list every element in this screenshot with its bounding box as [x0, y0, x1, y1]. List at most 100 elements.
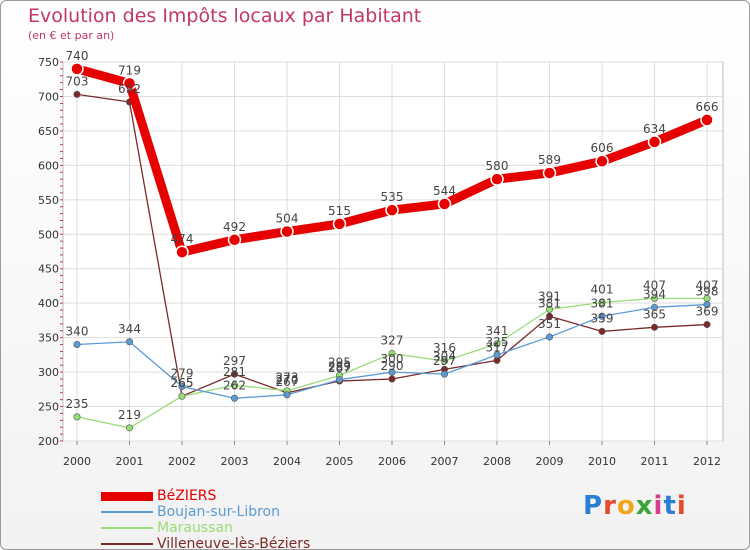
x-tick-label: 2009	[536, 455, 564, 468]
data-point	[385, 203, 399, 217]
x-tick-label: 2005	[326, 455, 354, 468]
series-layer	[70, 62, 714, 432]
data-label: 391	[538, 289, 561, 303]
data-label: 297	[223, 354, 246, 368]
data-label: 398	[696, 285, 719, 299]
data-point	[231, 381, 239, 389]
data-point	[598, 312, 606, 320]
data-point	[388, 375, 396, 383]
x-tick-label: 2012	[693, 455, 721, 468]
y-tick-label: 200	[38, 435, 59, 448]
data-point	[332, 217, 347, 231]
data-label: 407	[696, 278, 719, 292]
data-point	[231, 394, 239, 402]
y-tick-label: 750	[38, 56, 59, 69]
data-point	[122, 76, 137, 91]
data-point	[335, 376, 343, 384]
y-tick-label: 500	[38, 228, 59, 241]
grid-lines	[63, 61, 723, 442]
chart-title: Evolution des Impôts locaux par Habitant	[28, 5, 422, 27]
data-label: 394	[643, 287, 666, 301]
data-point	[703, 301, 711, 309]
logo-letter: i	[676, 491, 687, 521]
data-point	[178, 392, 186, 400]
data-point	[73, 341, 81, 349]
data-point	[126, 338, 134, 346]
data-point	[227, 233, 242, 247]
data-label: 287	[328, 361, 351, 375]
data-label: 401	[591, 282, 614, 296]
data-point	[126, 424, 134, 432]
data-point	[490, 172, 504, 186]
logo-letter: i	[653, 491, 664, 521]
logo-letter: P	[583, 491, 604, 521]
data-label: 535	[381, 190, 404, 204]
data-label: 589	[538, 153, 561, 167]
data-label: 703	[66, 74, 89, 88]
data-label: 365	[643, 307, 666, 321]
legend-swatch	[101, 491, 153, 501]
data-point	[545, 305, 553, 313]
logo-letter: r	[603, 491, 617, 521]
data-point	[493, 351, 501, 359]
data-label: 327	[381, 333, 404, 347]
data-labels: 740 719 474 492 504 515 535 544 580 589 606 634 666 3…	[66, 49, 719, 422]
data-point	[178, 383, 186, 391]
data-label: 265	[171, 376, 194, 390]
data-point	[231, 370, 239, 378]
proxiti-logo: Proxiti	[583, 491, 687, 521]
data-point	[388, 368, 396, 376]
data-point	[73, 90, 81, 98]
data-label: 265	[171, 376, 194, 390]
data-label: 279	[171, 367, 194, 381]
data-label: 297	[433, 354, 456, 368]
data-point	[175, 245, 189, 259]
data-label: 300	[381, 352, 404, 366]
data-label: 666	[696, 100, 719, 114]
legend-swatch	[101, 511, 153, 513]
y-tick-label: 550	[38, 194, 59, 207]
data-label: 515	[328, 204, 351, 218]
data-label: 281	[223, 365, 246, 379]
data-label: 504	[276, 212, 299, 226]
x-tick-label: 2010	[588, 455, 616, 468]
data-point	[388, 349, 396, 357]
data-label: 740	[66, 49, 89, 63]
data-point	[493, 340, 501, 348]
data-label: 219	[118, 408, 141, 422]
data-label: 290	[381, 359, 404, 373]
chart-subtitle: (en € et par an)	[28, 29, 115, 42]
data-label: 474	[171, 232, 194, 246]
data-point	[545, 333, 553, 341]
data-point	[703, 321, 711, 329]
data-label: 407	[643, 278, 666, 292]
data-label: 270	[276, 373, 299, 387]
data-label: 381	[538, 296, 561, 310]
data-point	[650, 303, 658, 311]
y-tick-label: 400	[38, 297, 59, 310]
data-label: 325	[486, 335, 509, 349]
data-label: 634	[643, 122, 666, 136]
y-tick-label: 300	[38, 366, 59, 379]
data-label: 235	[66, 397, 89, 411]
data-point	[440, 357, 448, 365]
x-tick-label: 2002	[168, 455, 196, 468]
data-label: 341	[486, 324, 509, 338]
logo-letter: x	[635, 491, 654, 521]
y-tick-label: 450	[38, 263, 59, 276]
y-tick-label: 350	[38, 332, 59, 345]
data-point	[650, 323, 658, 331]
x-tick-label: 2003	[221, 455, 249, 468]
x-tick-label: 2006	[378, 455, 406, 468]
data-point	[280, 224, 294, 239]
data-label: 267	[276, 375, 299, 389]
data-label: 492	[223, 220, 246, 234]
data-label: 316	[433, 341, 456, 355]
x-tick-label: 2011	[641, 455, 669, 468]
data-label: 317	[486, 340, 509, 354]
data-point	[700, 113, 714, 127]
data-point	[440, 370, 448, 378]
data-label: 340	[66, 325, 89, 339]
